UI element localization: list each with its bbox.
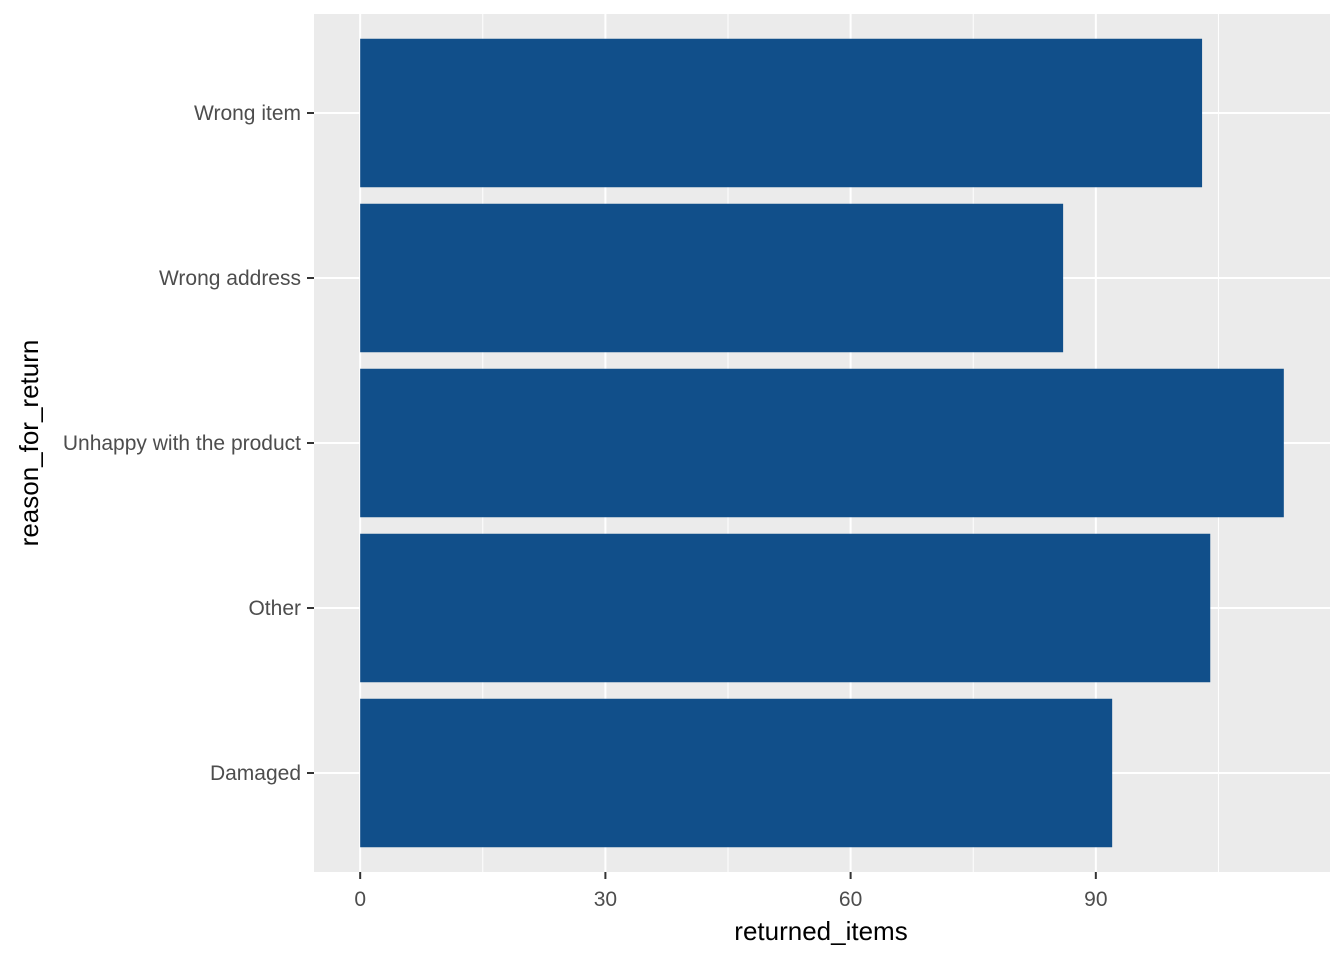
bar <box>360 698 1113 848</box>
x-tick-label: 30 <box>594 888 617 911</box>
y-axis-title: reason_for_return <box>14 340 44 547</box>
bar <box>360 38 1203 188</box>
y-tick-label: Other <box>248 597 301 620</box>
bar <box>360 533 1211 683</box>
x-axis-ticks: 0 30 60 90 <box>354 872 1108 911</box>
y-tick-label: Wrong item <box>194 102 301 125</box>
x-tick-label: 60 <box>839 888 862 911</box>
bar <box>360 368 1284 518</box>
y-tick-label: Unhappy with the product <box>63 432 301 455</box>
bar-series <box>360 38 1284 848</box>
y-tick-label: Damaged <box>210 762 301 785</box>
bar <box>360 203 1064 353</box>
x-tick-label: 0 <box>354 888 366 911</box>
y-axis-ticks: Damaged Other Unhappy with the product Wron… <box>63 102 314 785</box>
x-tick-label: 90 <box>1084 888 1107 911</box>
x-axis-title: returned_items <box>734 916 907 946</box>
y-tick-label: Wrong address <box>159 267 301 290</box>
